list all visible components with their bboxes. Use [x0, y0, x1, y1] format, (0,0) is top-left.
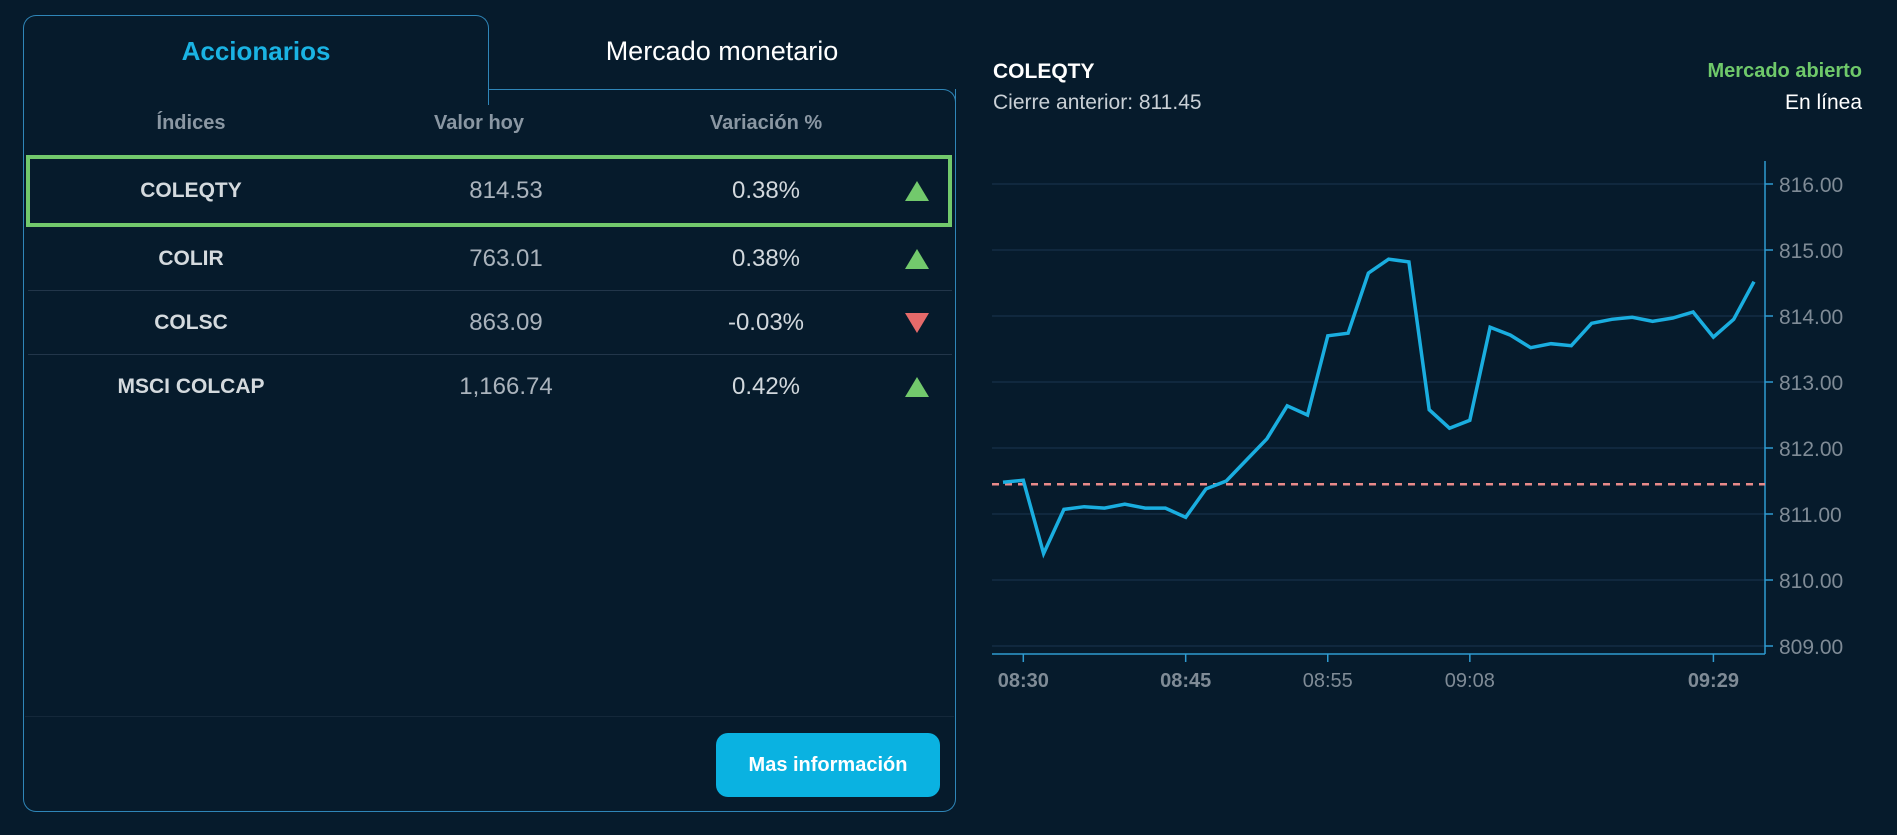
tab-mercado-monetario[interactable]: Mercado monetario [605, 36, 839, 66]
index-value: 814.53 [469, 177, 543, 204]
y-tick-label: 816.00 [1779, 174, 1843, 197]
y-tick-label: 811.00 [1779, 504, 1842, 527]
index-change: 0.38% [731, 177, 801, 204]
table-row-coleqty[interactable]: COLEQTY 814.53 0.38% [26, 155, 952, 227]
column-header-variacion: Variación % [709, 112, 823, 134]
arrow-up-icon [905, 376, 929, 397]
tab-accionarios-label[interactable]: Accionarios [181, 36, 331, 66]
table-row-colir[interactable]: COLIR 763.01 0.38% [26, 227, 952, 290]
previous-close: Cierre anterior: 811.45 [993, 91, 1202, 114]
index-change: 0.38% [731, 244, 801, 272]
arrow-up-icon [905, 248, 929, 269]
panel-border [488, 89, 956, 119]
column-header-indices: Índices [156, 112, 226, 134]
index-name: MSCI COLCAP [117, 374, 265, 398]
row-divider [28, 354, 952, 355]
index-value: 763.01 [469, 244, 543, 272]
y-tick-label: 815.00 [1779, 240, 1843, 263]
market-status: Mercado abierto [1707, 60, 1862, 82]
row-divider [28, 290, 952, 291]
chart-title: COLEQTY [993, 60, 1095, 83]
x-tick-label: 08:45 [1160, 670, 1211, 692]
index-value: 863.09 [469, 308, 543, 336]
x-tick-label: 08:55 [1303, 670, 1353, 692]
arrow-down-icon [905, 312, 929, 333]
connection-status: En línea [1784, 91, 1862, 114]
index-change: 0.42% [731, 372, 801, 400]
index-name: COLSC [154, 310, 228, 334]
tab-accionarios[interactable] [23, 15, 489, 105]
x-tick-label: 08:30 [998, 670, 1049, 692]
y-tick-label: 810.00 [1779, 570, 1843, 593]
x-tick-label: 09:08 [1445, 670, 1495, 692]
index-name: COLEQTY [140, 179, 242, 202]
table-row-colsc[interactable]: COLSC 863.09 -0.03% [26, 291, 952, 354]
column-header-valor-hoy: Valor hoy [433, 112, 525, 134]
index-value: 1,166.74 [459, 372, 553, 400]
index-change: -0.03% [727, 308, 805, 336]
y-tick-label: 814.00 [1779, 306, 1843, 329]
more-info-button[interactable]: Mas información [716, 733, 940, 797]
y-tick-label: 812.00 [1779, 438, 1843, 461]
y-tick-label: 809.00 [1779, 636, 1843, 659]
price-series-line[interactable] [1002, 257, 1756, 559]
footer-divider [25, 716, 954, 717]
indices-panel [23, 89, 956, 812]
x-tick-label: 09:29 [1688, 670, 1739, 692]
table-row-msci-colcap[interactable]: MSCI COLCAP 1,166.74 0.42% [26, 355, 952, 418]
index-name: COLIR [158, 246, 224, 270]
arrow-up-icon [905, 181, 929, 201]
y-tick-label: 813.00 [1779, 372, 1843, 395]
